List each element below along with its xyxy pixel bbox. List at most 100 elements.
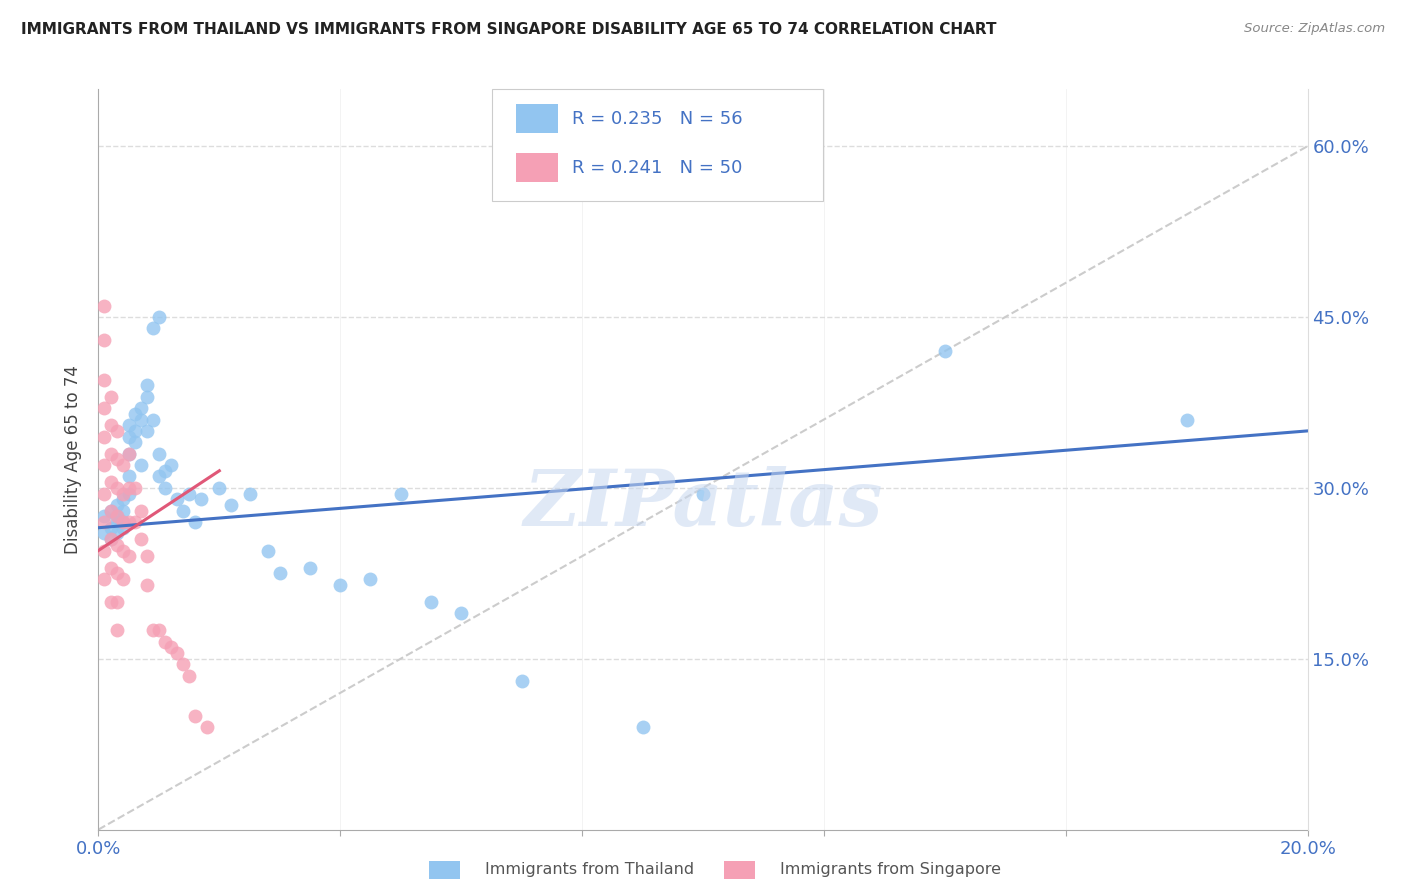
Point xyxy=(329,577,352,591)
Point xyxy=(135,549,157,564)
Point xyxy=(153,464,176,478)
Point xyxy=(221,498,243,512)
Point xyxy=(129,458,152,472)
Point xyxy=(299,560,322,574)
Point xyxy=(631,720,654,734)
Point xyxy=(160,458,183,472)
Point xyxy=(111,543,134,558)
Point xyxy=(124,481,146,495)
Point xyxy=(129,503,152,517)
Point xyxy=(389,486,412,500)
Point xyxy=(135,424,157,438)
Point xyxy=(93,458,115,472)
Point xyxy=(172,657,194,672)
Point xyxy=(100,532,122,546)
Point xyxy=(118,447,141,461)
Point xyxy=(153,634,176,648)
Point xyxy=(111,572,134,586)
Point xyxy=(510,674,533,689)
Point xyxy=(135,390,157,404)
Point xyxy=(100,560,122,574)
Point xyxy=(93,401,115,416)
Point xyxy=(100,503,122,517)
Point xyxy=(105,498,128,512)
Point xyxy=(142,412,165,426)
Point xyxy=(934,344,956,359)
Point xyxy=(93,526,115,541)
Y-axis label: Disability Age 65 to 74: Disability Age 65 to 74 xyxy=(65,365,83,554)
Point xyxy=(118,481,141,495)
Point xyxy=(142,624,165,638)
Point xyxy=(184,708,207,723)
Point xyxy=(135,378,157,392)
Point xyxy=(148,469,170,483)
Point xyxy=(93,333,115,347)
Point xyxy=(269,566,291,581)
Point xyxy=(124,407,146,421)
Point xyxy=(148,624,170,638)
Point xyxy=(190,492,212,507)
Point xyxy=(124,515,146,529)
Point xyxy=(124,424,146,438)
Point xyxy=(93,572,115,586)
Point xyxy=(195,720,218,734)
Point xyxy=(184,515,207,529)
Point xyxy=(118,447,141,461)
Point xyxy=(100,390,122,404)
Point xyxy=(93,429,115,443)
Point xyxy=(118,486,141,500)
Text: ZIPatlas: ZIPatlas xyxy=(523,466,883,542)
Point xyxy=(179,669,201,683)
Point xyxy=(100,595,122,609)
Point xyxy=(105,509,128,524)
Point xyxy=(93,509,115,524)
Point xyxy=(1175,412,1198,426)
Point xyxy=(93,373,115,387)
Point xyxy=(148,447,170,461)
Point xyxy=(420,595,443,609)
Point xyxy=(93,486,115,500)
Point xyxy=(105,424,128,438)
Point xyxy=(111,458,134,472)
Point xyxy=(111,503,134,517)
Point xyxy=(100,447,122,461)
Point xyxy=(166,646,188,660)
Point xyxy=(93,515,115,529)
Point xyxy=(105,452,128,467)
Point xyxy=(135,577,157,591)
Text: Source: ZipAtlas.com: Source: ZipAtlas.com xyxy=(1244,22,1385,36)
Point xyxy=(360,572,382,586)
Point xyxy=(172,503,194,517)
Point xyxy=(105,624,128,638)
Point xyxy=(100,418,122,433)
Point xyxy=(100,521,122,535)
Text: Immigrants from Thailand: Immigrants from Thailand xyxy=(485,863,695,877)
Point xyxy=(111,492,134,507)
Point xyxy=(111,486,134,500)
Point xyxy=(93,299,115,313)
Point xyxy=(118,418,141,433)
Point xyxy=(118,515,141,529)
Point xyxy=(118,469,141,483)
Point xyxy=(105,515,128,529)
Point xyxy=(124,435,146,450)
Text: Immigrants from Singapore: Immigrants from Singapore xyxy=(780,863,1001,877)
Text: IMMIGRANTS FROM THAILAND VS IMMIGRANTS FROM SINGAPORE DISABILITY AGE 65 TO 74 CO: IMMIGRANTS FROM THAILAND VS IMMIGRANTS F… xyxy=(21,22,997,37)
Point xyxy=(105,481,128,495)
Point xyxy=(105,566,128,581)
Point xyxy=(105,526,128,541)
Point xyxy=(105,538,128,552)
Point xyxy=(160,640,183,655)
Point xyxy=(105,595,128,609)
Point xyxy=(100,475,122,490)
Point xyxy=(118,429,141,443)
Point xyxy=(142,321,165,335)
Point xyxy=(129,532,152,546)
Text: R = 0.235   N = 56: R = 0.235 N = 56 xyxy=(572,110,742,128)
Point xyxy=(111,521,134,535)
Point xyxy=(100,503,122,517)
Point xyxy=(166,492,188,507)
Point xyxy=(153,481,176,495)
Point xyxy=(450,606,472,620)
Point xyxy=(256,543,278,558)
